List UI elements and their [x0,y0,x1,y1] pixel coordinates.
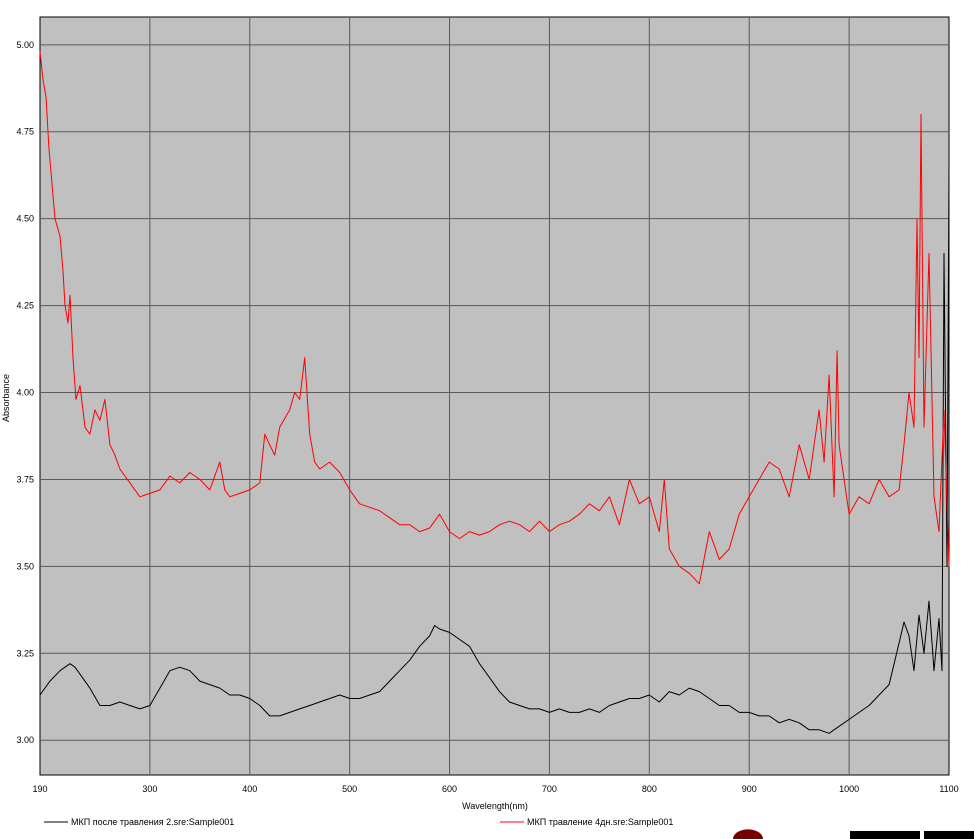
y-tick-label: 4.00 [16,388,34,398]
black-panel-right [924,831,974,839]
x-tick-label: 500 [342,784,357,794]
series-line-1 [39,166,950,734]
y-tick-label: 3.25 [16,648,34,658]
y-tick-labels: 3.00 3.25 3.50 3.75 4.00 4.25 4.50 4.75 5.00 [16,40,34,745]
plot-background [39,16,950,776]
y-tick-label: 3.50 [16,561,34,571]
y-axis-title: Absorbance [1,374,11,422]
y-tick-label: 4.50 [16,214,34,224]
y-tick-label: 4.75 [16,127,34,137]
x-tick-label: 400 [242,784,257,794]
x-tick-label: 900 [742,784,757,794]
x-tick-label: 1000 [839,784,859,794]
x-tick-label: 190 [32,784,47,794]
black-panel-left [850,831,920,839]
red-circle-icon [733,829,763,839]
x-tick-label: 1100 [939,784,958,794]
x-tick-label: 700 [542,784,557,794]
y-tick-label: 5.00 [16,40,34,50]
series-line-2 [39,51,950,585]
x-tick-label: 800 [642,784,657,794]
x-tick-labels: 190 300 400 500 600 700 800 900 1000 1100 [32,784,958,794]
legend-label-series-2: МКП травление 4дн.sre:Sample001 [527,817,673,827]
y-tick-label: 3.75 [16,474,34,484]
y-tick-label: 3.00 [16,735,34,745]
y-tick-label: 4.25 [16,301,34,311]
window-bottom-widgets [733,829,974,839]
x-axis-title: Wavelength(nm) [462,801,528,811]
grid-lines [40,17,949,775]
series-lines [39,51,950,734]
legend-label-series-1: МКП после травления 2.sre:Sample001 [71,817,234,827]
x-tick-label: 300 [142,784,157,794]
legend: МКП после травления 2.sre:Sample001 МКП … [44,817,673,827]
x-tick-label: 600 [442,784,457,794]
